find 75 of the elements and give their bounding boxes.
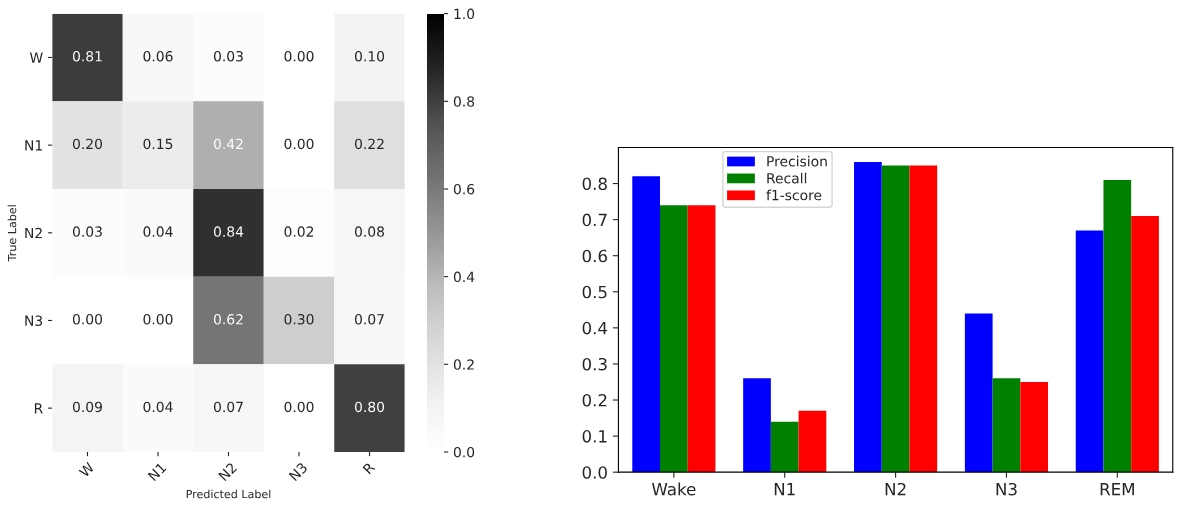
x-axis-title: Predicted Label <box>186 489 271 499</box>
color-bar-label: 0.6 <box>453 183 475 195</box>
bar <box>881 165 910 473</box>
bar <box>660 205 688 473</box>
y-tick-label: 0.3 <box>582 357 607 371</box>
data-label: 0.20 <box>72 138 103 150</box>
bar <box>854 161 882 473</box>
data-label: 0.04 <box>143 401 173 413</box>
x-tick-label: N3 <box>996 482 1017 496</box>
x-tick-label: N3 <box>288 461 308 482</box>
data-label: 0.03 <box>72 226 102 237</box>
x-tick-label: N2 <box>218 462 238 482</box>
data-label: 0.00 <box>284 50 314 62</box>
y-tick-label: N1 <box>25 140 42 151</box>
x-tick-label: R <box>362 461 376 475</box>
color-bar-label: 0.8 <box>453 96 475 107</box>
data-label: 0.42 <box>213 138 243 150</box>
y-tick-label: 0.8 <box>582 177 607 191</box>
color-bar-label: 0.0 <box>453 446 475 458</box>
y-tick-label: 0.6 <box>582 249 607 263</box>
y-tick-label: 0.4 <box>582 321 608 335</box>
data-label: 0.08 <box>354 226 385 237</box>
y-tick-label: 0.1 <box>582 430 607 443</box>
data-label: 0.03 <box>213 50 243 62</box>
data-label: 0.07 <box>213 401 243 413</box>
data-label: 0.02 <box>284 226 314 237</box>
bar <box>632 176 660 473</box>
data-label: 0.10 <box>354 50 385 62</box>
color-bar-label: 0.4 <box>453 271 475 283</box>
data-label: 0.22 <box>354 138 384 150</box>
data-label: 0.30 <box>284 314 314 325</box>
data-label: 0.00 <box>143 314 173 325</box>
data-label: 0.00 <box>284 138 314 150</box>
legend-label: f1-score <box>766 189 822 201</box>
data-label: 0.00 <box>72 314 103 325</box>
y-tick-label: W <box>29 52 43 63</box>
bar <box>1131 216 1159 473</box>
bar <box>1075 230 1104 473</box>
data-label: 0.80 <box>354 401 385 413</box>
data-label: 0.62 <box>213 314 243 325</box>
bar <box>687 205 716 473</box>
x-tick-label: N1 <box>774 483 795 496</box>
bar <box>964 313 993 473</box>
data-label: 0.84 <box>213 226 244 237</box>
data-label: 0.06 <box>143 50 173 62</box>
x-tick-label: N1 <box>147 462 167 482</box>
bar <box>1020 381 1049 473</box>
bar <box>909 165 938 473</box>
x-tick-label: N2 <box>885 482 906 496</box>
color-bar-label: 1.0 <box>454 8 475 20</box>
data-label: 0.04 <box>143 226 173 237</box>
y-tick-label: N2 <box>25 227 42 239</box>
data-label: 0.15 <box>143 138 173 150</box>
x-tick-label: Wake <box>651 482 696 496</box>
y-tick-label: N3 <box>25 315 43 326</box>
y-tick-label: R <box>34 403 43 414</box>
data-label: 0.07 <box>354 314 384 325</box>
data-label: 0.00 <box>284 401 314 413</box>
y-tick-label: 0.7 <box>582 213 607 227</box>
y-tick-label: 0.0 <box>582 466 607 479</box>
bar <box>798 410 827 473</box>
y-tick-label: 0.2 <box>582 393 607 407</box>
y-tick-label: 0.5 <box>582 285 607 299</box>
legend-label: Recall <box>767 172 807 184</box>
bar <box>770 421 799 473</box>
bar <box>992 378 1021 473</box>
data-label: 0.81 <box>72 50 102 62</box>
legend-label: Precision <box>767 155 827 167</box>
bar <box>743 378 771 473</box>
x-tick-label: W <box>78 461 95 478</box>
bar <box>1103 179 1132 473</box>
x-tick-label: REM <box>1100 483 1134 496</box>
data-label: 0.09 <box>72 401 102 413</box>
y-axis-title: True Label <box>7 205 17 262</box>
color-bar-label: 0.2 <box>453 359 474 370</box>
